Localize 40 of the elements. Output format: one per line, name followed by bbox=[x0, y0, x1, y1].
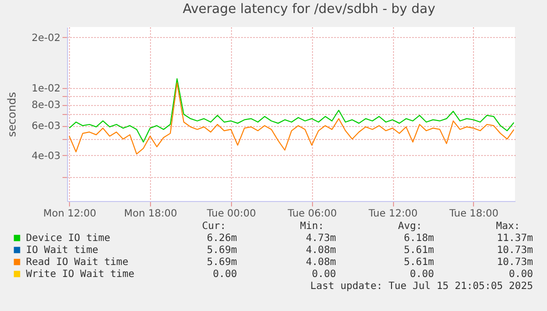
text: Cur: bbox=[202, 221, 226, 232]
y-axis-title: seconds bbox=[6, 92, 19, 137]
x-tick-label: Tue 18:00 bbox=[448, 208, 498, 220]
text: 4.08m bbox=[306, 257, 336, 268]
text: 0.00 bbox=[410, 269, 434, 280]
x-tick-label: Mon 12:00 bbox=[43, 208, 96, 220]
chart-title: Average latency for /dev/sdbh - by day bbox=[182, 2, 436, 17]
text: 5.69m bbox=[206, 245, 237, 256]
text: 4.73m bbox=[306, 233, 336, 244]
text: 11.37m bbox=[496, 233, 533, 244]
text: Avg: bbox=[398, 221, 422, 232]
text: Max: bbox=[496, 221, 520, 232]
x-tick-label: Tue 00:00 bbox=[206, 208, 256, 220]
x-tick-label: Tue 06:00 bbox=[286, 208, 337, 220]
text: 6.18m bbox=[404, 233, 434, 244]
text: 4.08m bbox=[306, 245, 336, 256]
x-tick-label: Tue 12:00 bbox=[368, 208, 418, 220]
legend-label: Device IO time bbox=[26, 233, 110, 244]
text: Last update: Tue Jul 15 21:05:05 2025 bbox=[310, 281, 533, 292]
text: 6.26m bbox=[206, 233, 237, 244]
text: 5.61m bbox=[404, 245, 434, 256]
text: 5.61m bbox=[404, 257, 434, 268]
legend-label: Read IO Wait time bbox=[26, 257, 128, 268]
y-tick-label: 6e-03 bbox=[32, 121, 60, 132]
text: 5.69m bbox=[206, 257, 237, 268]
text: 0.00 bbox=[212, 269, 237, 280]
legend-label: IO Wait time bbox=[26, 245, 98, 256]
text: 0.00 bbox=[508, 269, 533, 280]
y-tick-label: 2e-02 bbox=[32, 32, 60, 44]
x-tick-label: Mon 18:00 bbox=[124, 208, 178, 220]
line-series bbox=[68, 78, 514, 143]
y-tick-label: 1e-02 bbox=[32, 84, 60, 95]
text: 10.73m bbox=[496, 257, 533, 268]
text: Min: bbox=[300, 221, 324, 232]
legend-label: Write IO Wait time bbox=[26, 269, 134, 280]
text: 0.00 bbox=[312, 269, 336, 280]
line-series bbox=[68, 82, 514, 154]
text: 10.73m bbox=[496, 245, 533, 256]
y-tick-label: 8e-03 bbox=[32, 100, 60, 112]
y-tick-label: 4e-03 bbox=[32, 150, 60, 162]
